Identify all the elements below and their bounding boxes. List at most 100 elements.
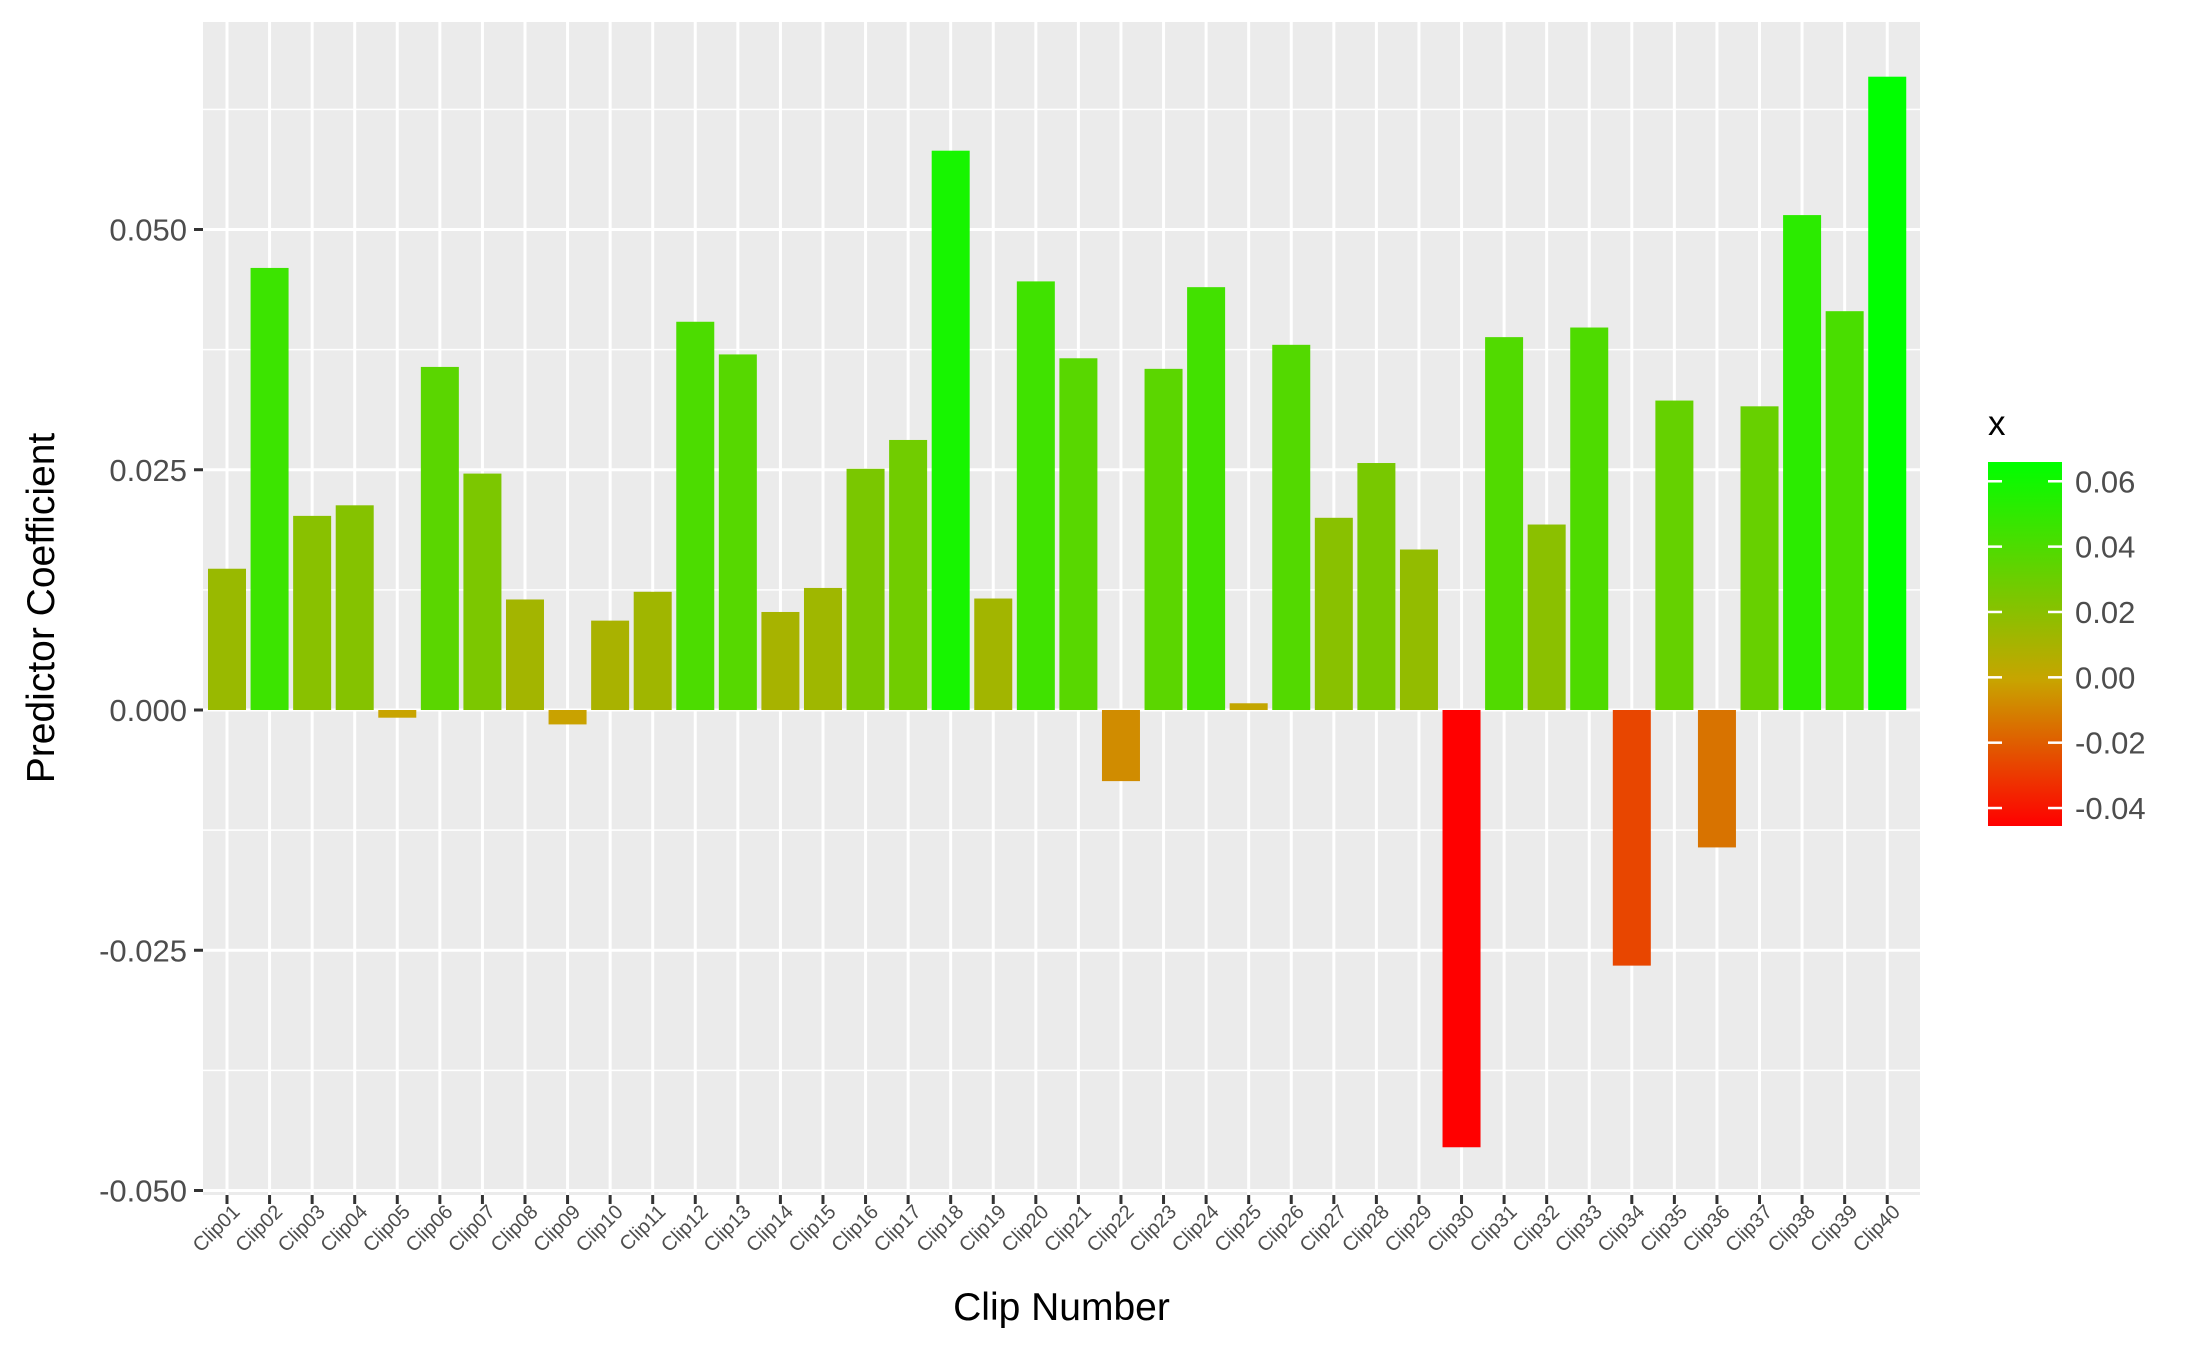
y-axis-title: Predictor Coefficient — [20, 433, 63, 784]
x-tick-label: Clip06 — [402, 1201, 458, 1257]
bar-clip29 — [1399, 549, 1438, 710]
bar-clip23 — [1144, 368, 1183, 710]
bar-clip24 — [1187, 287, 1226, 710]
y-tick-label: 0.000 — [109, 693, 187, 728]
x-tick-label: Clip33 — [1551, 1201, 1607, 1257]
legend-tick-label: 0.06 — [2075, 464, 2135, 499]
x-tick-label: Clip17 — [870, 1201, 926, 1257]
x-axis: Clip01Clip02Clip03Clip04Clip05Clip06Clip… — [189, 1195, 1905, 1257]
x-tick-label: Clip11 — [616, 1201, 671, 1256]
bar-clip09 — [548, 710, 587, 725]
legend: x 0.06 0.04 0.02 0.00 -0.02 -0.04 — [1988, 404, 2146, 826]
bar-clip31 — [1485, 337, 1524, 710]
bar-clip38 — [1783, 215, 1822, 710]
bar-clip12 — [676, 321, 715, 710]
bar-clip30 — [1442, 710, 1481, 1148]
x-tick-label: Clip23 — [1125, 1201, 1181, 1257]
x-tick-label: Clip29 — [1381, 1201, 1437, 1257]
bar-clip35 — [1655, 400, 1694, 710]
bar-clip37 — [1740, 406, 1779, 710]
x-tick-label: Clip39 — [1807, 1201, 1863, 1257]
bar-clip07 — [463, 473, 502, 710]
x-tick-label: Clip27 — [1296, 1201, 1352, 1257]
legend-tick-label: -0.02 — [2075, 726, 2146, 761]
y-axis: -0.050 -0.025 0.000 0.025 0.050 — [99, 213, 203, 1209]
legend-ticks: 0.06 0.04 0.02 0.00 -0.02 -0.04 — [1988, 464, 2146, 826]
bar-clip21 — [1059, 358, 1098, 710]
x-tick-label: Clip13 — [700, 1201, 756, 1257]
bar-clip27 — [1314, 517, 1353, 710]
bar-clip04 — [335, 505, 374, 710]
bar-clip40 — [1868, 76, 1907, 711]
bar-clip06 — [420, 366, 459, 710]
x-tick-label: Clip20 — [998, 1201, 1054, 1257]
x-tick-label: Clip21 — [1040, 1201, 1096, 1257]
bar-clip33 — [1570, 327, 1609, 710]
bar-clip18 — [931, 150, 970, 710]
x-tick-label: Clip31 — [1466, 1201, 1522, 1257]
x-tick-label: Clip38 — [1764, 1201, 1820, 1257]
bar-clip11 — [633, 591, 672, 710]
bar-clip36 — [1697, 710, 1736, 848]
bar-clip19 — [974, 598, 1013, 710]
x-tick-label: Clip28 — [1338, 1201, 1394, 1257]
x-tick-label: Clip19 — [955, 1201, 1011, 1257]
bar-clip34 — [1612, 710, 1651, 966]
bar-clip10 — [591, 620, 630, 710]
x-axis-title: Clip Number — [953, 1286, 1170, 1329]
x-tick-label: Clip01 — [189, 1201, 245, 1257]
bar-clip03 — [293, 515, 332, 710]
x-tick-label: Clip09 — [529, 1201, 585, 1257]
x-tick-label: Clip16 — [827, 1201, 883, 1257]
bar-clip02 — [250, 267, 289, 710]
legend-tick-label: 0.00 — [2075, 660, 2135, 695]
x-tick-label: Clip12 — [657, 1201, 713, 1257]
legend-colorbar — [1988, 462, 2062, 826]
bar-clip20 — [1016, 281, 1055, 710]
y-tick-label: 0.050 — [109, 213, 187, 248]
y-tick-label: -0.025 — [99, 933, 187, 968]
x-tick-label: Clip07 — [444, 1201, 500, 1257]
x-tick-label: Clip22 — [1083, 1201, 1139, 1257]
x-tick-label: Clip40 — [1849, 1201, 1905, 1257]
x-tick-label: Clip02 — [231, 1201, 287, 1257]
x-tick-label: Clip30 — [1423, 1201, 1479, 1257]
x-tick-label: Clip24 — [1168, 1201, 1224, 1257]
x-tick-label: Clip05 — [359, 1201, 415, 1257]
bar-clip28 — [1357, 463, 1396, 710]
legend-tick-label: 0.04 — [2075, 530, 2135, 565]
bar-clip05 — [378, 710, 417, 718]
x-tick-label: Clip10 — [572, 1201, 628, 1257]
x-tick-label: Clip14 — [742, 1201, 798, 1257]
legend-title: x — [1988, 404, 2006, 443]
x-tick-label: Clip25 — [1211, 1201, 1267, 1257]
x-tick-label: Clip35 — [1636, 1201, 1692, 1257]
bar-clip13 — [718, 354, 757, 710]
x-tick-label: Clip32 — [1509, 1201, 1565, 1257]
bar-clip14 — [761, 611, 800, 710]
x-tick-label: Clip03 — [274, 1201, 330, 1257]
bar-clip15 — [803, 587, 842, 710]
bar-clip08 — [505, 599, 544, 710]
bar-clip25 — [1229, 703, 1268, 710]
x-tick-label: Clip26 — [1253, 1201, 1309, 1257]
legend-tick-label: -0.04 — [2075, 791, 2146, 826]
x-tick-label: Clip18 — [913, 1201, 969, 1257]
y-tick-label: -0.050 — [99, 1174, 187, 1209]
x-tick-label: Clip08 — [487, 1201, 543, 1257]
x-tick-label: Clip34 — [1594, 1201, 1650, 1257]
legend-tick-label: 0.02 — [2075, 595, 2135, 630]
x-tick-label: Clip37 — [1721, 1201, 1777, 1257]
bar-clip39 — [1825, 311, 1864, 710]
y-tick-label: 0.025 — [109, 453, 187, 488]
x-tick-label: Clip04 — [317, 1201, 373, 1257]
bar-clip16 — [846, 468, 885, 710]
bar-clip22 — [1101, 710, 1140, 782]
bar-clip17 — [889, 439, 928, 710]
bar-clip01 — [208, 568, 246, 710]
bar-clip32 — [1527, 524, 1566, 710]
bars — [208, 76, 1907, 1148]
x-tick-label: Clip15 — [785, 1201, 841, 1257]
bar-clip26 — [1272, 344, 1311, 710]
